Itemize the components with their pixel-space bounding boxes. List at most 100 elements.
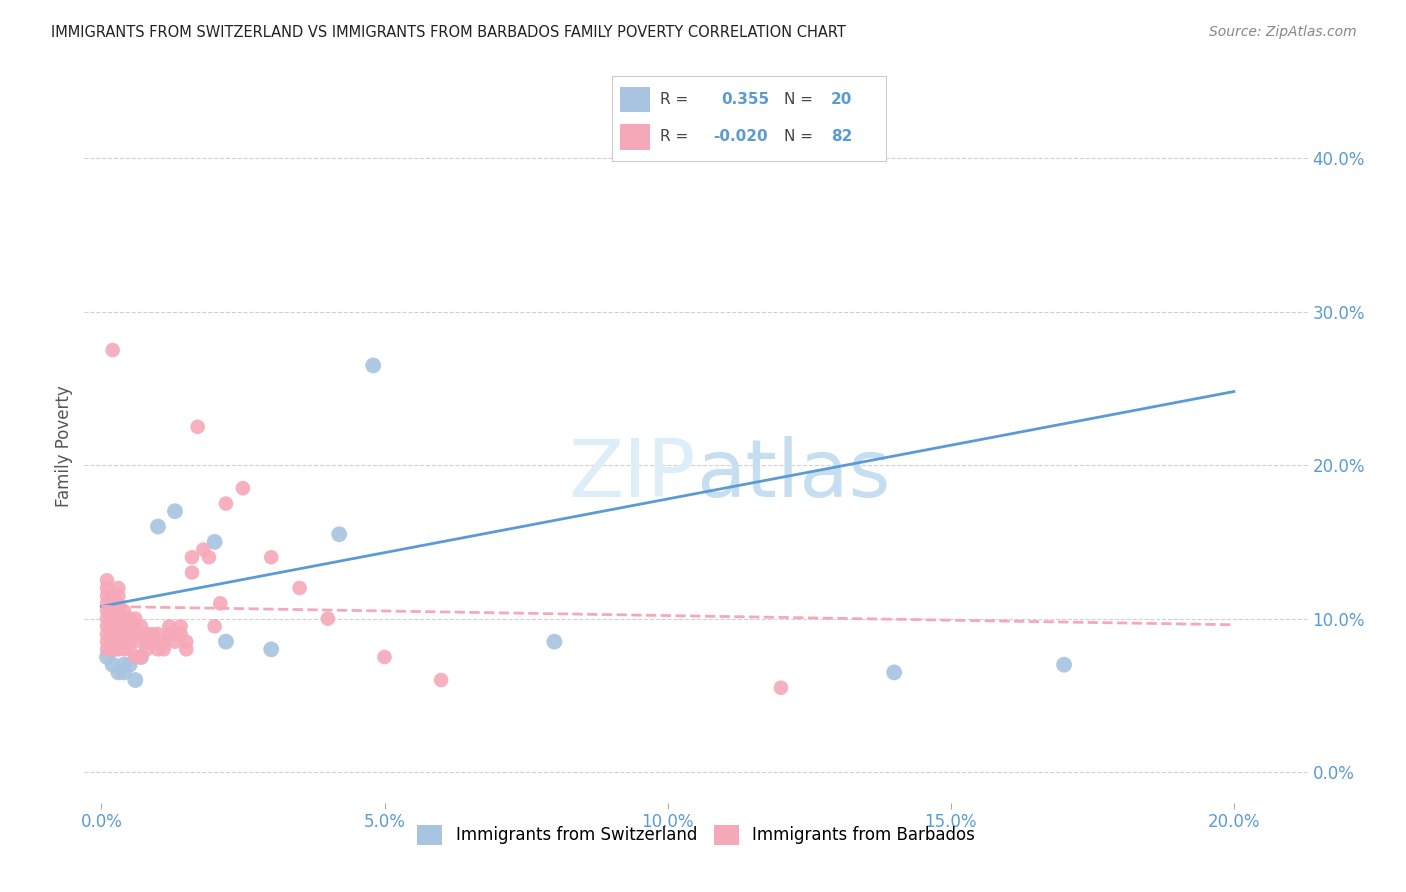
Point bbox=[124, 650, 146, 665]
Point bbox=[101, 619, 124, 633]
Point bbox=[112, 604, 135, 618]
Text: IMMIGRANTS FROM SWITZERLAND VS IMMIGRANTS FROM BARBADOS FAMILY POVERTY CORRELATI: IMMIGRANTS FROM SWITZERLAND VS IMMIGRANT… bbox=[51, 25, 845, 40]
Point bbox=[101, 596, 124, 610]
Point bbox=[769, 681, 792, 695]
Point bbox=[215, 634, 238, 648]
Point bbox=[118, 657, 141, 672]
Point bbox=[96, 589, 118, 603]
Bar bbox=[620, 124, 650, 150]
Point bbox=[107, 627, 129, 641]
Point bbox=[193, 542, 215, 557]
Point bbox=[232, 481, 254, 495]
Point bbox=[174, 634, 197, 648]
Point bbox=[101, 589, 124, 603]
Point bbox=[129, 650, 152, 665]
Text: N =: N = bbox=[785, 92, 813, 107]
Point bbox=[101, 604, 124, 618]
Y-axis label: Family Poverty: Family Poverty bbox=[55, 385, 73, 507]
Point bbox=[181, 550, 204, 565]
Point bbox=[146, 634, 169, 648]
Point bbox=[112, 665, 135, 680]
Point bbox=[163, 634, 186, 648]
Point bbox=[107, 619, 129, 633]
Text: ZIP: ZIP bbox=[568, 435, 696, 514]
Point bbox=[96, 627, 118, 641]
Point bbox=[157, 627, 180, 641]
Point bbox=[152, 642, 174, 657]
Point bbox=[187, 419, 209, 434]
Point bbox=[124, 627, 146, 641]
Point bbox=[101, 343, 124, 357]
Point bbox=[328, 527, 350, 541]
Text: Source: ZipAtlas.com: Source: ZipAtlas.com bbox=[1209, 25, 1357, 39]
Point bbox=[101, 627, 124, 641]
Point bbox=[141, 634, 163, 648]
Point bbox=[288, 581, 311, 595]
Text: 20: 20 bbox=[831, 92, 852, 107]
Point bbox=[260, 550, 283, 565]
Point bbox=[209, 596, 232, 610]
Point bbox=[129, 627, 152, 641]
Point bbox=[146, 642, 169, 657]
Text: R =: R = bbox=[659, 129, 688, 145]
Point bbox=[157, 619, 180, 633]
Point bbox=[118, 612, 141, 626]
Point bbox=[373, 650, 395, 665]
Point bbox=[543, 634, 565, 648]
Point bbox=[883, 665, 905, 680]
Point bbox=[174, 642, 197, 657]
Point bbox=[101, 619, 124, 633]
Point bbox=[430, 673, 453, 687]
Point bbox=[101, 657, 124, 672]
Point bbox=[96, 634, 118, 648]
Point bbox=[107, 642, 129, 657]
Point bbox=[260, 642, 283, 657]
Point bbox=[316, 612, 339, 626]
Point bbox=[107, 596, 129, 610]
Point bbox=[96, 604, 118, 618]
Point bbox=[215, 497, 238, 511]
Legend: Immigrants from Switzerland, Immigrants from Barbados: Immigrants from Switzerland, Immigrants … bbox=[411, 818, 981, 852]
Point bbox=[112, 657, 135, 672]
Point bbox=[124, 619, 146, 633]
Point bbox=[204, 535, 226, 549]
Point bbox=[181, 566, 204, 580]
Point bbox=[101, 642, 124, 657]
Point bbox=[107, 581, 129, 595]
Point bbox=[163, 504, 186, 518]
Point bbox=[96, 574, 118, 588]
Point bbox=[124, 673, 146, 687]
Point bbox=[124, 612, 146, 626]
Point bbox=[198, 550, 221, 565]
Point bbox=[107, 589, 129, 603]
Point bbox=[163, 627, 186, 641]
Point bbox=[146, 627, 169, 641]
Point bbox=[129, 619, 152, 633]
Point bbox=[152, 634, 174, 648]
Point bbox=[146, 519, 169, 533]
Point bbox=[169, 619, 191, 633]
Point bbox=[129, 634, 152, 648]
Point bbox=[101, 634, 124, 648]
Point bbox=[1053, 657, 1076, 672]
Text: N =: N = bbox=[785, 129, 813, 145]
Point bbox=[101, 612, 124, 626]
Point bbox=[107, 604, 129, 618]
Point bbox=[112, 642, 135, 657]
Point bbox=[118, 627, 141, 641]
Bar bbox=[620, 87, 650, 112]
Point bbox=[135, 627, 157, 641]
Point bbox=[107, 627, 129, 641]
Point bbox=[112, 619, 135, 633]
Point bbox=[96, 612, 118, 626]
Text: 0.355: 0.355 bbox=[721, 92, 769, 107]
Point bbox=[107, 612, 129, 626]
Point bbox=[96, 619, 118, 633]
Text: R =: R = bbox=[659, 92, 688, 107]
Point bbox=[135, 642, 157, 657]
Point bbox=[96, 650, 118, 665]
Point bbox=[96, 596, 118, 610]
Text: -0.020: -0.020 bbox=[713, 129, 768, 145]
Point bbox=[361, 359, 384, 373]
Point bbox=[96, 581, 118, 595]
